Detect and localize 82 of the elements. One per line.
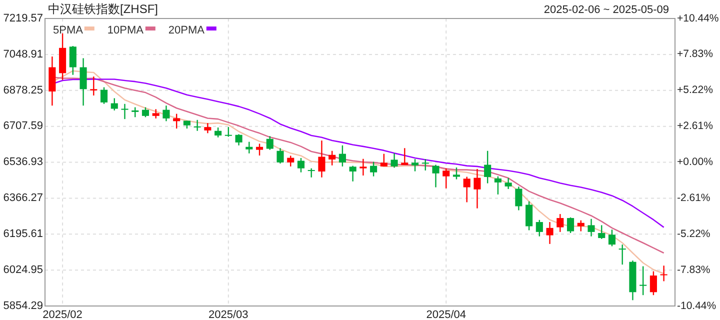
candlestick (618, 244, 626, 266)
candlestick (452, 166, 460, 180)
candlestick (266, 136, 274, 150)
y-tick-label: 5854.29 (3, 300, 43, 312)
candlestick (515, 186, 522, 211)
candlestick (69, 45, 76, 76)
y2-tick-label: -7.83% (677, 264, 710, 276)
candlestick (588, 218, 595, 237)
candlestick (349, 165, 356, 182)
candlestick (152, 108, 160, 120)
x-tick-label: 2025/03 (208, 308, 248, 320)
candlestick (132, 106, 139, 118)
y2-tick-label: +0.00% (677, 156, 713, 168)
candlestick (328, 150, 336, 166)
candlestick (194, 119, 201, 132)
candlestick (214, 126, 222, 138)
candlestick (556, 213, 564, 233)
y-tick-label: 6366.27 (3, 192, 43, 204)
y2-tick-label: +5.22% (677, 84, 713, 96)
candlestick (432, 164, 440, 188)
x-tick-label: 2025/04 (426, 308, 466, 320)
candlestick (142, 106, 150, 118)
candlestick (246, 141, 253, 154)
candlestick (566, 216, 574, 234)
candlestick (640, 266, 647, 296)
candlestick (608, 229, 616, 247)
candlestick (121, 103, 128, 120)
candlestick (598, 224, 606, 240)
y2-tick-label: -10.44% (677, 300, 716, 312)
candlestick (484, 150, 492, 184)
y-tick-label: 6707.59 (3, 120, 43, 132)
y2-tick-label: +10.44% (677, 12, 719, 24)
candlestick (110, 98, 118, 112)
legend-label: 10PMA (107, 24, 144, 36)
y-tick-label: 6536.93 (3, 156, 43, 168)
chart-title: 中汉硅铁指数[ZHSF] (48, 2, 158, 16)
candlestick (204, 122, 212, 134)
candlestick (338, 144, 346, 168)
candlestick (90, 76, 98, 96)
candlestick (650, 270, 657, 296)
candlestick (660, 265, 668, 282)
candlestick (494, 176, 502, 196)
candlestick (235, 134, 242, 146)
candlestick (162, 104, 170, 122)
candlestick (308, 168, 315, 178)
candlestick (526, 200, 533, 231)
y-tick-label: 6195.61 (3, 228, 43, 240)
candlestick (276, 148, 284, 164)
candlestick (256, 143, 264, 156)
y-tick-label: 6878.25 (3, 84, 43, 96)
candlestick (100, 86, 108, 105)
y2-tick-label: -2.61% (677, 192, 710, 204)
legend-label: 20PMA (168, 24, 206, 36)
candlestick (80, 58, 87, 106)
candlestick (173, 113, 180, 130)
candlestick (536, 219, 543, 237)
candlestick (360, 158, 367, 176)
y2-tick-label: +7.83% (677, 48, 713, 60)
legend-label: 5PMA (53, 24, 84, 36)
y2-tick-label: -5.22% (677, 228, 710, 240)
candlestick (390, 152, 398, 168)
y-tick-label: 6024.95 (3, 264, 43, 276)
candlestick (318, 140, 326, 178)
y2-tick-label: +2.61% (677, 120, 713, 132)
candlestick (287, 155, 294, 168)
candlestick (442, 168, 450, 189)
candlestick (504, 177, 512, 190)
y-tick-label: 7048.91 (3, 48, 43, 60)
x-tick-label: 2025/02 (42, 308, 82, 320)
candlestick (370, 161, 378, 177)
candlestick (401, 148, 408, 166)
candlestick (297, 157, 305, 173)
candlestick (463, 176, 470, 203)
candlestick (577, 220, 584, 232)
y-tick-label: 7219.57 (3, 12, 43, 24)
chart-subtitle: 2025-02-06 ~ 2025-05-09 (544, 4, 669, 16)
candlestick (474, 168, 481, 209)
candlestick (224, 126, 232, 138)
candlestick (422, 158, 429, 172)
candlestick (546, 221, 554, 245)
candlestick (411, 158, 419, 172)
candlestick (380, 153, 388, 168)
